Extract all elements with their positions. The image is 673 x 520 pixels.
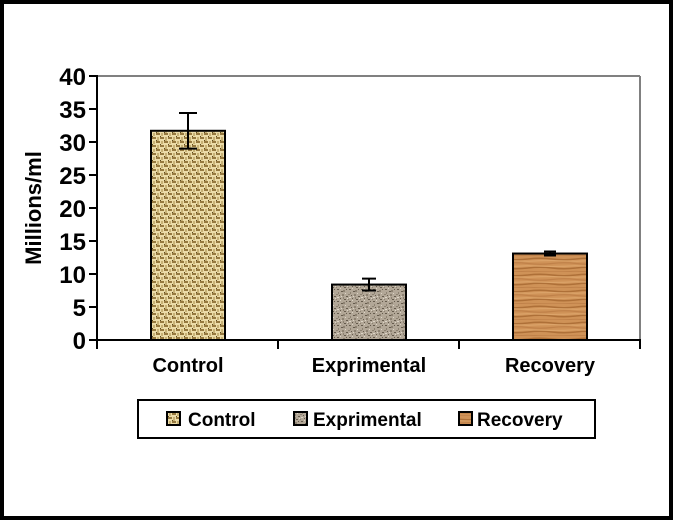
legend-box [137,399,596,439]
error-bar-exprimental [362,277,376,292]
bar-exprimental [331,283,407,341]
y-tick-label-0: 0 [73,328,86,355]
x-category-label-exprimental: Exprimental [312,355,426,377]
bar-recovery [512,252,588,341]
legend-swatch-control [166,411,181,426]
legend-label-exprimental: Exprimental [313,410,422,431]
y-tick-label-20: 20 [59,196,86,223]
y-tick-label-5: 5 [73,295,86,322]
legend-swatch-recovery [458,411,473,426]
legend-swatch-exprimental [293,411,308,426]
x-category-label-recovery: Recovery [505,355,596,377]
x-category-label-control: Control [152,355,223,377]
bar-control [150,129,226,341]
y-tick-label-15: 15 [59,229,86,256]
y-axis-title: Millions/ml [21,151,46,265]
error-bar-recovery [544,250,556,257]
y-tick-label-40: 40 [59,64,86,91]
y-tick-label-10: 10 [59,262,86,289]
y-tick-label-35: 35 [59,97,86,124]
legend-label-recovery: Recovery [477,410,563,431]
y-tick-label-30: 30 [59,130,86,157]
error-bar-control [179,111,197,150]
legend-label-control: Control [188,410,256,431]
y-tick-label-25: 25 [59,163,86,190]
